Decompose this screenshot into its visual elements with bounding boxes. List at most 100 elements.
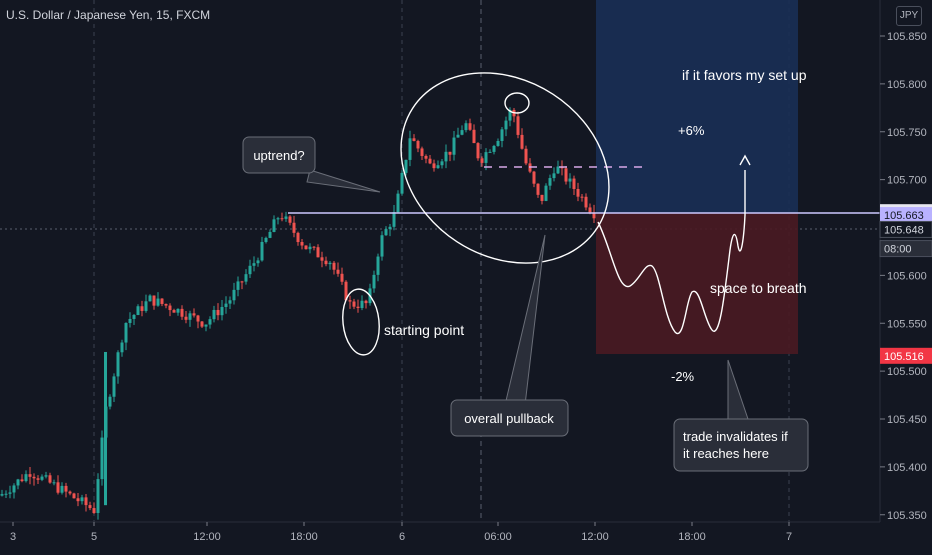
price-tag-box[interactable] [879, 240, 932, 258]
price-axis-ticks: 105.850105.800105.750105.700105.650105.6… [880, 31, 927, 522]
candle-body [396, 193, 400, 213]
minus-text: -2% [671, 369, 695, 384]
candle-body [340, 273, 344, 282]
candle-body [504, 120, 508, 130]
top-circle[interactable] [504, 92, 530, 114]
candle-body [452, 137, 456, 155]
symbol-title: U.S. Dollar / Japanese Yen, 15, FXCM [6, 8, 211, 22]
candle-body [140, 306, 144, 311]
candle-body [16, 479, 20, 486]
candle-body [28, 474, 32, 477]
drawings-group [340, 34, 751, 356]
candle-body [212, 309, 216, 320]
y-tick-label: 105.800 [887, 79, 927, 91]
candle-body [196, 315, 200, 322]
time-axis[interactable] [0, 522, 932, 550]
price-tag-box[interactable] [879, 220, 932, 238]
x-tick-label: 18:00 [290, 531, 318, 543]
candle-body [380, 235, 384, 257]
candle-body [392, 212, 396, 227]
candle-body [412, 138, 416, 141]
starting-point-circle[interactable] [340, 287, 383, 356]
x-tick-label: 7 [786, 531, 792, 543]
y-tick-label: 105.450 [887, 414, 927, 426]
candle-body [112, 376, 116, 397]
candle-body [292, 222, 296, 233]
candle-body [480, 158, 484, 163]
candle-body [564, 168, 568, 182]
candle-body [168, 305, 172, 311]
invalidates-callout[interactable] [673, 418, 809, 472]
pullback-callout[interactable] [450, 399, 569, 437]
x-tick-label: 12:00 [193, 531, 221, 543]
favors-text: if it favors my set up [682, 67, 807, 83]
candle-body [100, 437, 104, 480]
x-tick-label: 18:00 [678, 531, 706, 543]
price-tag-label: 08:00 [884, 244, 912, 256]
candle-body [460, 130, 464, 135]
candle-body [200, 321, 204, 327]
x-tick-label: 12:00 [581, 531, 609, 543]
candle-body [80, 497, 84, 502]
candle-body [404, 159, 408, 173]
candle-body [376, 256, 380, 275]
candle-body [272, 219, 276, 232]
candle-body [128, 318, 132, 323]
candle-body [484, 152, 488, 163]
projected-path[interactable] [597, 170, 746, 335]
candle-body [424, 155, 428, 159]
candle-body [148, 295, 152, 302]
candle-body [472, 129, 476, 144]
candle-body [56, 482, 60, 493]
profit-zone[interactable] [596, 0, 798, 213]
candle-body [204, 324, 208, 327]
candle-body [36, 478, 40, 480]
candle-body [388, 226, 392, 230]
candle-body [432, 163, 436, 169]
starting-text: starting point [384, 322, 464, 338]
candle-body [32, 476, 36, 479]
highlight-ellipse[interactable] [365, 34, 645, 301]
candle-body [544, 185, 548, 201]
candle-body [48, 475, 52, 483]
invalidates-text-1: trade invalidates if [683, 429, 788, 444]
candle-body [144, 301, 148, 311]
y-tick-label: 105.550 [887, 318, 927, 330]
candle-body [356, 306, 360, 309]
candle-body [524, 148, 528, 164]
price-tag-box[interactable] [880, 347, 932, 364]
candle-body [44, 475, 48, 477]
candle-body [520, 134, 524, 149]
candle-body [20, 479, 24, 482]
candle-body [76, 498, 80, 502]
candle-body [464, 123, 468, 131]
invalidates-text-2: it reaches here [683, 446, 769, 461]
candle-body [224, 303, 228, 307]
candle-body [72, 493, 76, 499]
candle-body [12, 485, 16, 493]
candle-body [516, 116, 520, 135]
candle-body [276, 218, 280, 220]
candle-body [236, 281, 240, 290]
candle-body [332, 262, 336, 270]
currency-button[interactable]: JPY [896, 6, 922, 26]
candle-body [552, 173, 556, 179]
y-tick-label: 105.700 [887, 175, 927, 187]
loss-zone[interactable] [596, 213, 798, 354]
candle-body [364, 300, 368, 304]
price-tag-box[interactable] [880, 207, 932, 224]
candle-body [248, 265, 252, 275]
price-tag-label: 105.648 [884, 224, 924, 236]
x-tick-label: 3 [10, 531, 16, 543]
candle-body [580, 196, 584, 198]
candle-body [352, 301, 356, 307]
uptrend-callout[interactable] [242, 136, 316, 174]
uptrend-text: uptrend? [253, 148, 304, 163]
price-axis[interactable] [880, 0, 932, 522]
candle-body [324, 260, 328, 265]
plus-text: +6% [678, 123, 705, 138]
candle-body [312, 246, 316, 248]
